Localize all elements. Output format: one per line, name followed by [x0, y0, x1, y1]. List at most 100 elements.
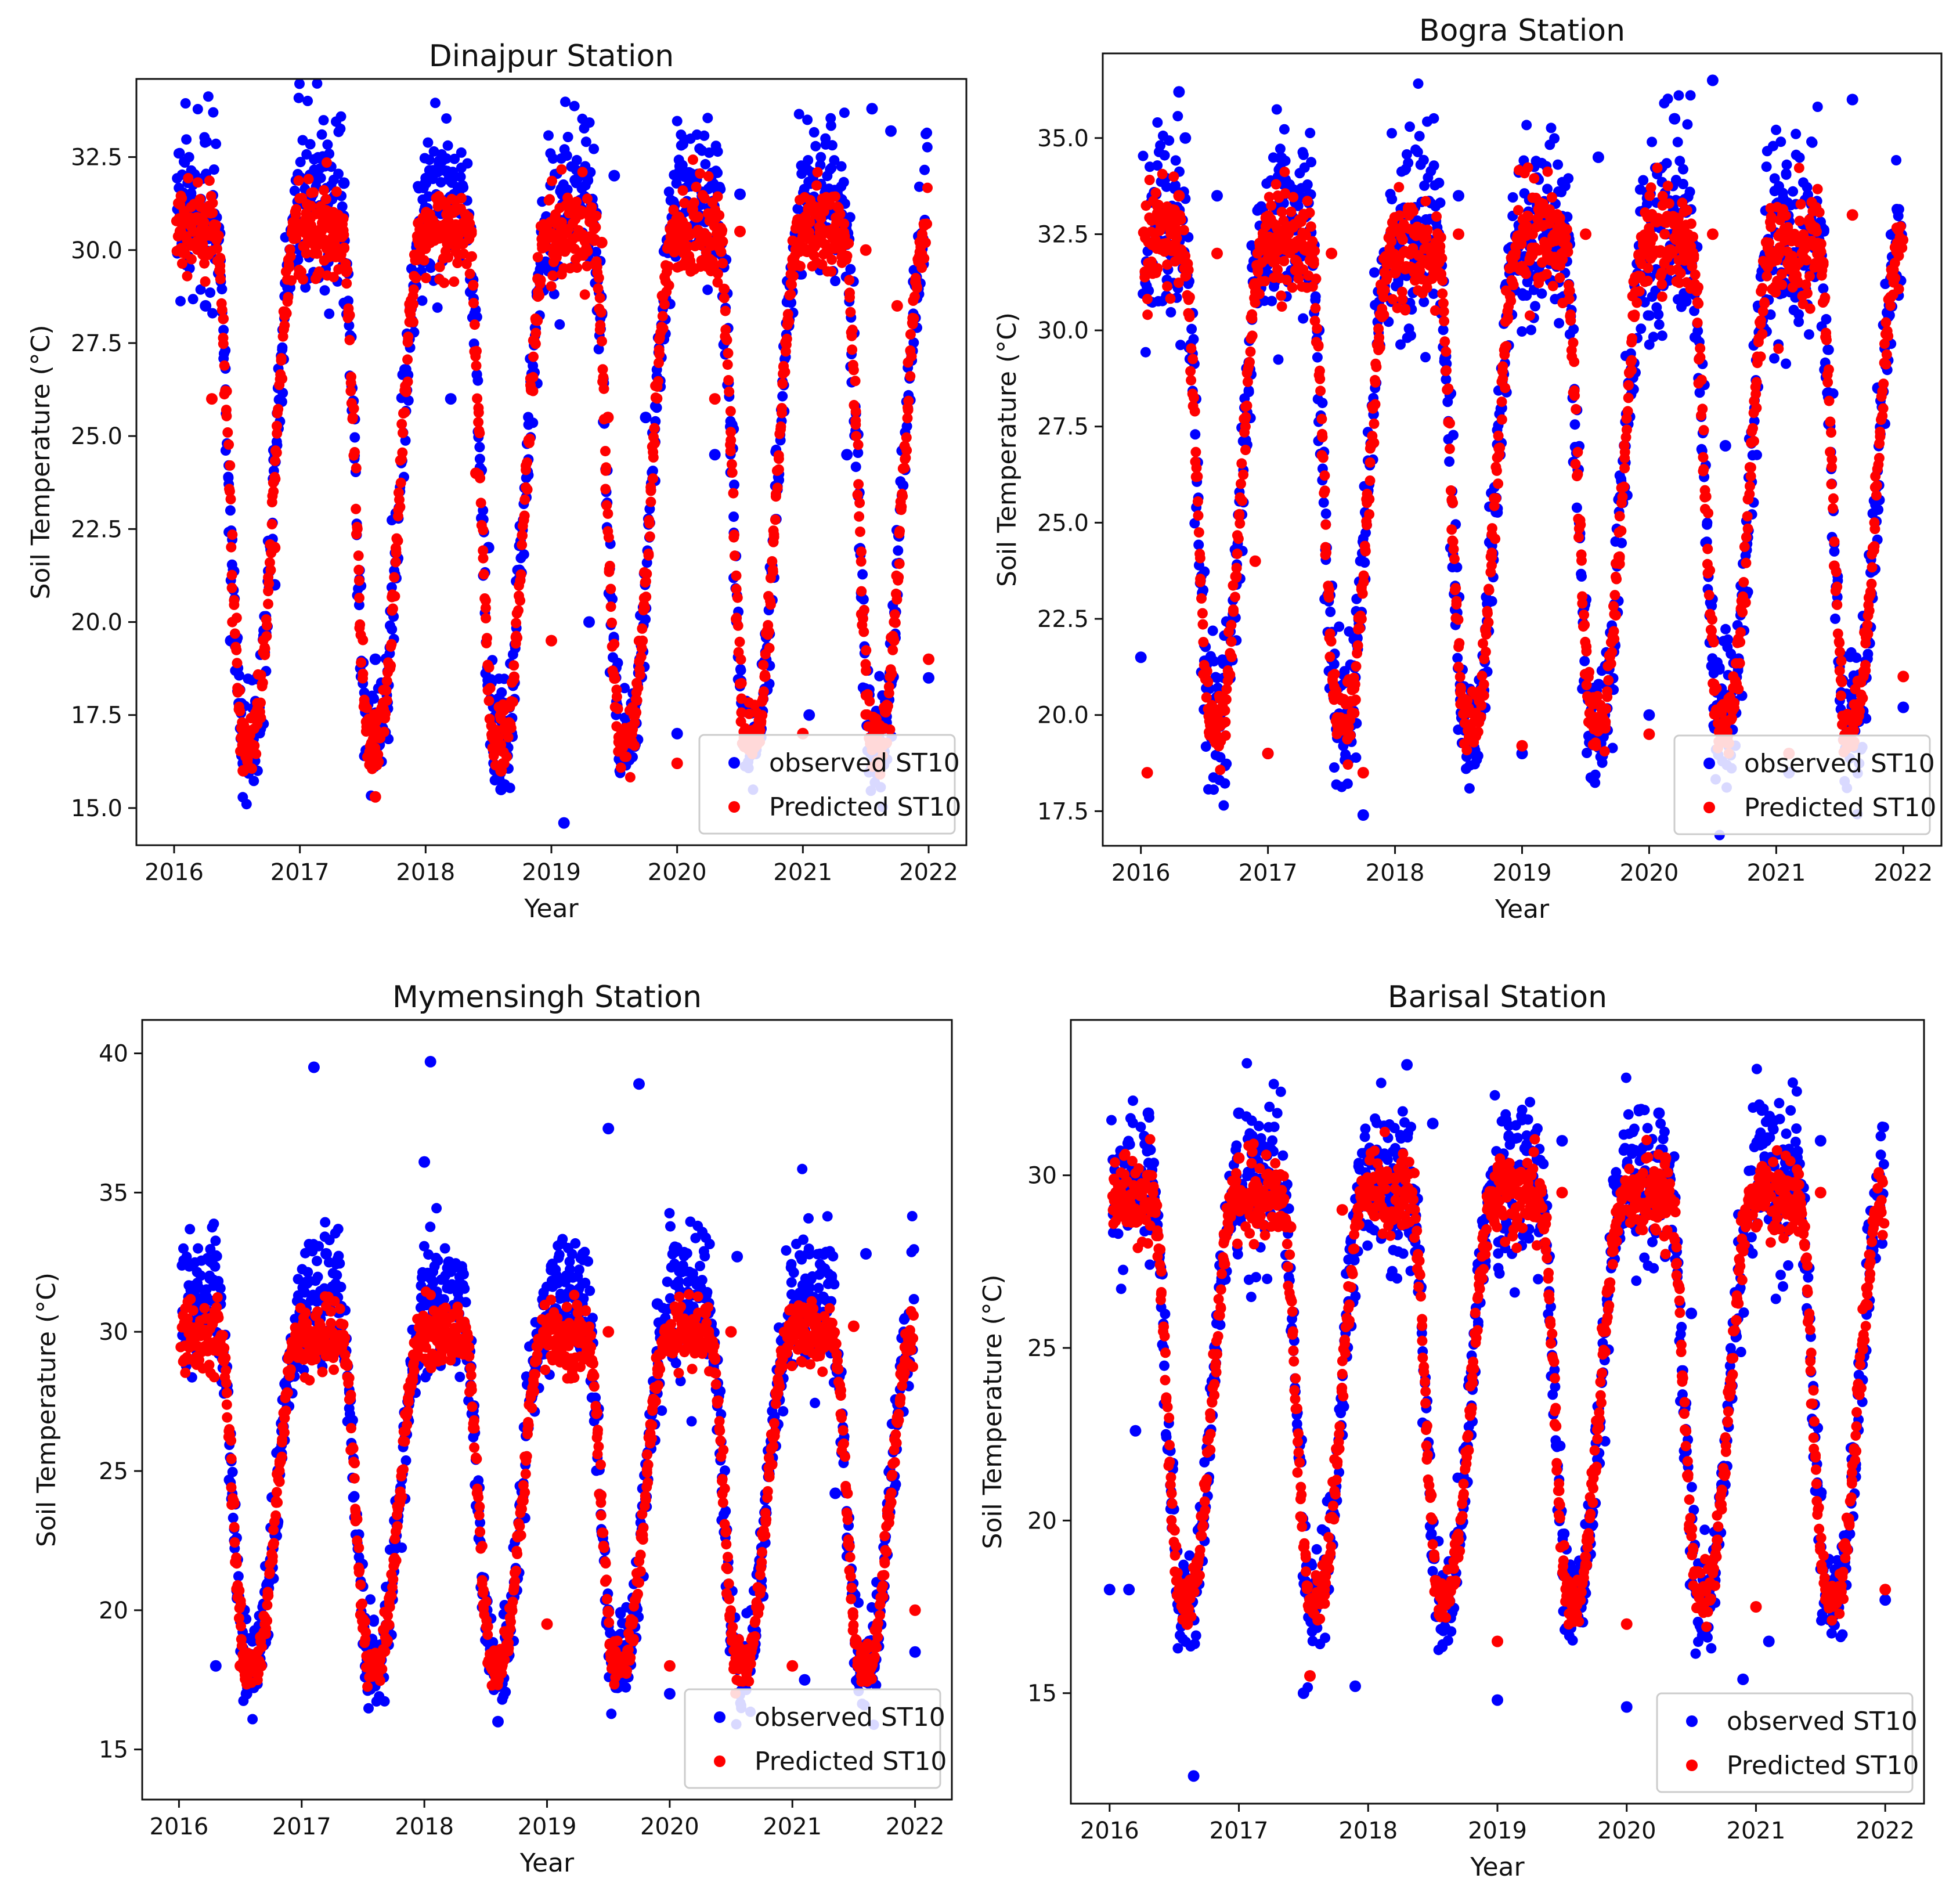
- predicted-point: [251, 748, 262, 759]
- predicted-point: [764, 643, 775, 654]
- predicted-point: [1287, 282, 1298, 293]
- predicted-point: [356, 657, 367, 668]
- predicted-point: [1178, 225, 1189, 236]
- predicted-point: [757, 710, 768, 721]
- predicted-point: [420, 272, 431, 283]
- predicted-point: [321, 157, 332, 168]
- observed-point: [672, 116, 683, 127]
- predicted-point: [1252, 266, 1264, 277]
- predicted-point: [826, 254, 838, 265]
- predicted-point: [381, 695, 392, 706]
- observed-point: [1306, 157, 1317, 168]
- predicted-point: [891, 594, 903, 605]
- predicted-point: [403, 331, 414, 342]
- predicted-point: [717, 258, 728, 269]
- observed-point: [1360, 527, 1371, 538]
- observed-point: [1434, 178, 1445, 188]
- predicted-point: [911, 282, 922, 293]
- observed-point: [804, 44, 815, 55]
- predicted-point: [1189, 392, 1199, 403]
- predicted-point: [306, 200, 317, 211]
- observed-point: [647, 466, 658, 477]
- predicted-point: [1309, 246, 1320, 257]
- observed-point: [712, 167, 723, 178]
- observed-point: [815, 152, 826, 163]
- observed-point: [1846, 93, 1858, 106]
- predicted-point: [284, 262, 295, 273]
- predicted-point: [582, 193, 593, 204]
- observed-point: [1656, 330, 1667, 341]
- predicted-point: [709, 393, 721, 405]
- predicted-point: [512, 632, 523, 643]
- predicted-point: [641, 568, 652, 579]
- observed-point: [504, 783, 515, 794]
- predicted-point: [1436, 253, 1448, 264]
- predicted-point: [1381, 274, 1392, 285]
- observed-point: [554, 319, 565, 330]
- observed-point: [562, 132, 573, 142]
- predicted-point: [649, 423, 660, 434]
- observed-point: [424, 154, 435, 165]
- observed-point: [1521, 290, 1532, 301]
- predicted-point: [735, 654, 746, 665]
- observed-point: [495, 783, 507, 795]
- predicted-point: [471, 360, 482, 371]
- observed-point: [561, 150, 572, 161]
- predicted-point: [759, 669, 770, 680]
- predicted-point: [1453, 661, 1464, 672]
- predicted-point: [369, 791, 381, 803]
- predicted-point: [226, 582, 237, 593]
- predicted-point: [381, 676, 392, 687]
- predicted-point: [788, 271, 799, 282]
- x-tick-label: 2019: [522, 859, 581, 886]
- observed-point: [796, 269, 807, 280]
- predicted-point: [850, 415, 861, 426]
- predicted-point: [595, 307, 607, 318]
- predicted-point: [659, 299, 670, 310]
- predicted-point: [1184, 292, 1195, 302]
- predicted-point: [1360, 545, 1371, 556]
- predicted-point: [472, 393, 483, 404]
- predicted-point: [1276, 207, 1287, 218]
- predicted-point: [835, 208, 846, 219]
- predicted-point: [402, 354, 413, 365]
- observed-point: [1208, 784, 1219, 795]
- predicted-point: [1400, 304, 1411, 315]
- predicted-point: [385, 660, 396, 671]
- observed-point: [1155, 140, 1166, 151]
- predicted-point: [200, 276, 211, 287]
- predicted-point: [856, 556, 867, 567]
- observed-point: [208, 164, 219, 175]
- observed-point: [1692, 326, 1703, 337]
- predicted-point: [612, 704, 623, 714]
- predicted-point: [692, 211, 703, 222]
- predicted-point: [604, 564, 615, 575]
- predicted-point: [1430, 305, 1441, 316]
- observed-point: [1172, 111, 1183, 122]
- observed-point: [1647, 136, 1658, 147]
- observed-point: [455, 171, 466, 182]
- predicted-point: [449, 276, 460, 287]
- observed-point: [474, 442, 485, 453]
- observed-point: [1420, 352, 1431, 363]
- predicted-point: [221, 410, 232, 421]
- predicted-point: [439, 277, 450, 289]
- observed-point: [560, 96, 571, 107]
- predicted-point: [475, 497, 486, 509]
- observed-point: [841, 449, 853, 461]
- observed-point: [1193, 539, 1204, 550]
- observed-point: [571, 154, 582, 165]
- observed-point: [1135, 651, 1147, 664]
- observed-point: [180, 98, 191, 109]
- predicted-point: [773, 464, 784, 475]
- predicted-point: [1183, 265, 1194, 275]
- predicted-point: [571, 196, 582, 207]
- predicted-point: [1446, 524, 1457, 535]
- predicted-point: [621, 751, 632, 762]
- predicted-point: [1226, 636, 1237, 647]
- predicted-point: [264, 557, 275, 568]
- observed-point: [866, 103, 878, 115]
- predicted-point: [1437, 288, 1448, 299]
- predicted-point: [1445, 485, 1456, 496]
- predicted-point: [714, 210, 725, 221]
